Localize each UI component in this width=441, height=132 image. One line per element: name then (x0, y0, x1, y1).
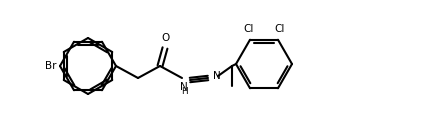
Text: Br: Br (45, 61, 57, 71)
Text: H: H (181, 87, 187, 96)
Text: O: O (162, 33, 170, 43)
Text: Cl: Cl (275, 24, 285, 34)
Text: Cl: Cl (244, 24, 254, 34)
Text: N: N (180, 82, 188, 92)
Text: N: N (213, 71, 221, 81)
